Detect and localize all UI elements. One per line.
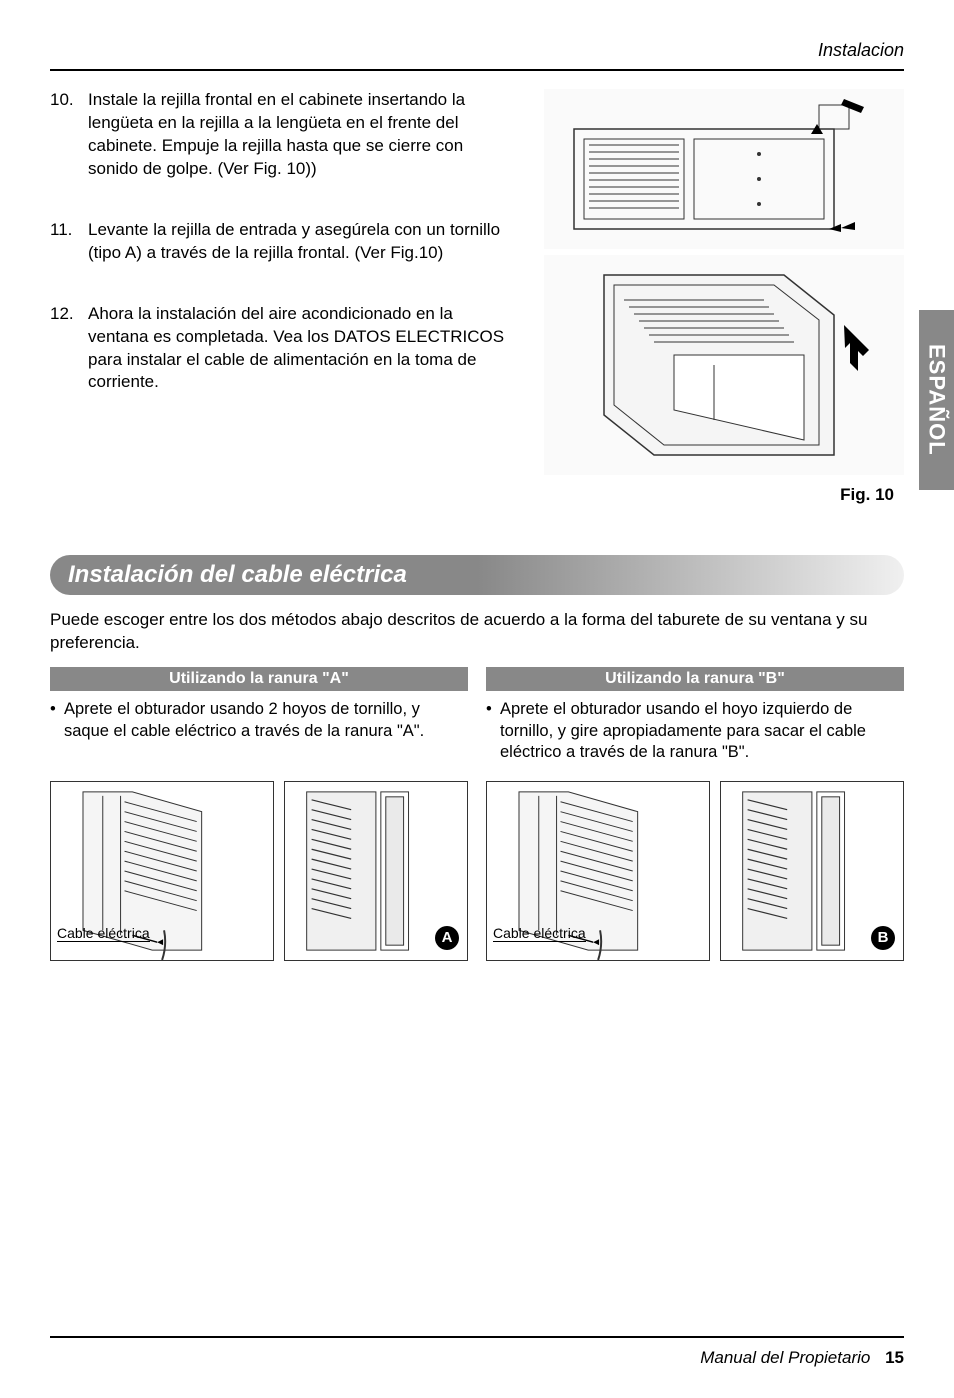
- ac-window-install-icon: [544, 255, 904, 475]
- slot-a-body: Aprete el obturador usando 2 hoyos de to…: [50, 699, 468, 771]
- cable-label: Cable eléctrica: [493, 925, 586, 942]
- slot-b-body: Aprete el obturador usando el hoyo izqui…: [486, 699, 904, 771]
- slot-a-title: Utilizando la ranura "A": [50, 667, 468, 691]
- language-tab: ESPAÑOL: [919, 310, 954, 490]
- page: Instalacion 10. Instale la rejilla front…: [0, 0, 954, 1398]
- upper-row: 10. Instale la rejilla frontal en el cab…: [50, 89, 904, 505]
- page-number: 15: [885, 1348, 904, 1367]
- cable-label: Cable eléctrica: [57, 925, 150, 942]
- slot-a-images: Cable eléctrica: [50, 781, 468, 961]
- footer: Manual del Propietario 15: [50, 1336, 904, 1368]
- slot-b-diagram-right: B: [720, 781, 904, 961]
- step-number: 11.: [50, 219, 72, 242]
- ac-front-grille-icon: [544, 89, 904, 249]
- footer-label: Manual del Propietario: [700, 1348, 870, 1367]
- header-section-label: Instalacion: [50, 40, 904, 61]
- step-text: Ahora la instalación del aire acondicion…: [88, 304, 504, 392]
- figure-10-top: [544, 89, 904, 249]
- slot-b-diagram-left: Cable eléctrica: [486, 781, 710, 961]
- step-number: 12.: [50, 303, 74, 326]
- step-10: 10. Instale la rejilla frontal en el cab…: [50, 89, 506, 181]
- section-intro: Puede escoger entre los dos métodos abaj…: [50, 609, 904, 655]
- slot-a: Utilizando la ranura "A" Aprete el obtur…: [50, 667, 468, 961]
- slot-a-diagram-left: Cable eléctrica: [50, 781, 274, 961]
- figure-column: Fig. 10: [524, 89, 904, 505]
- header-rule: [50, 69, 904, 71]
- step-12: 12. Ahora la instalación del aire acondi…: [50, 303, 506, 395]
- step-text: Instale la rejilla frontal en el cabinet…: [88, 90, 465, 178]
- step-11: 11. Levante la rejilla de entrada y aseg…: [50, 219, 506, 265]
- main-content: 10. Instale la rejilla frontal en el cab…: [50, 89, 904, 1368]
- figure-caption: Fig. 10: [840, 485, 904, 505]
- slot-b-title: Utilizando la ranura "B": [486, 667, 904, 691]
- instructions-column: 10. Instale la rejilla frontal en el cab…: [50, 89, 506, 505]
- slot-b-images: Cable eléctrica: [486, 781, 904, 961]
- slot-a-diagram-right: A: [284, 781, 468, 961]
- figure-10-bottom: [544, 255, 904, 475]
- badge-b: B: [871, 926, 895, 950]
- slots-row: Utilizando la ranura "A" Aprete el obtur…: [50, 667, 904, 961]
- badge-a: A: [435, 926, 459, 950]
- section-title: Instalación del cable eléctrica: [50, 555, 904, 595]
- step-number: 10.: [50, 89, 74, 112]
- slot-b: Utilizando la ranura "B" Aprete el obtur…: [486, 667, 904, 961]
- step-text: Levante la rejilla de entrada y asegúrel…: [88, 220, 500, 262]
